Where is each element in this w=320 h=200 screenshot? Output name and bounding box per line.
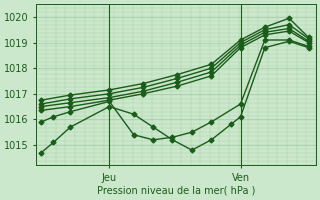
X-axis label: Pression niveau de la mer( hPa ): Pression niveau de la mer( hPa ) <box>97 186 255 196</box>
